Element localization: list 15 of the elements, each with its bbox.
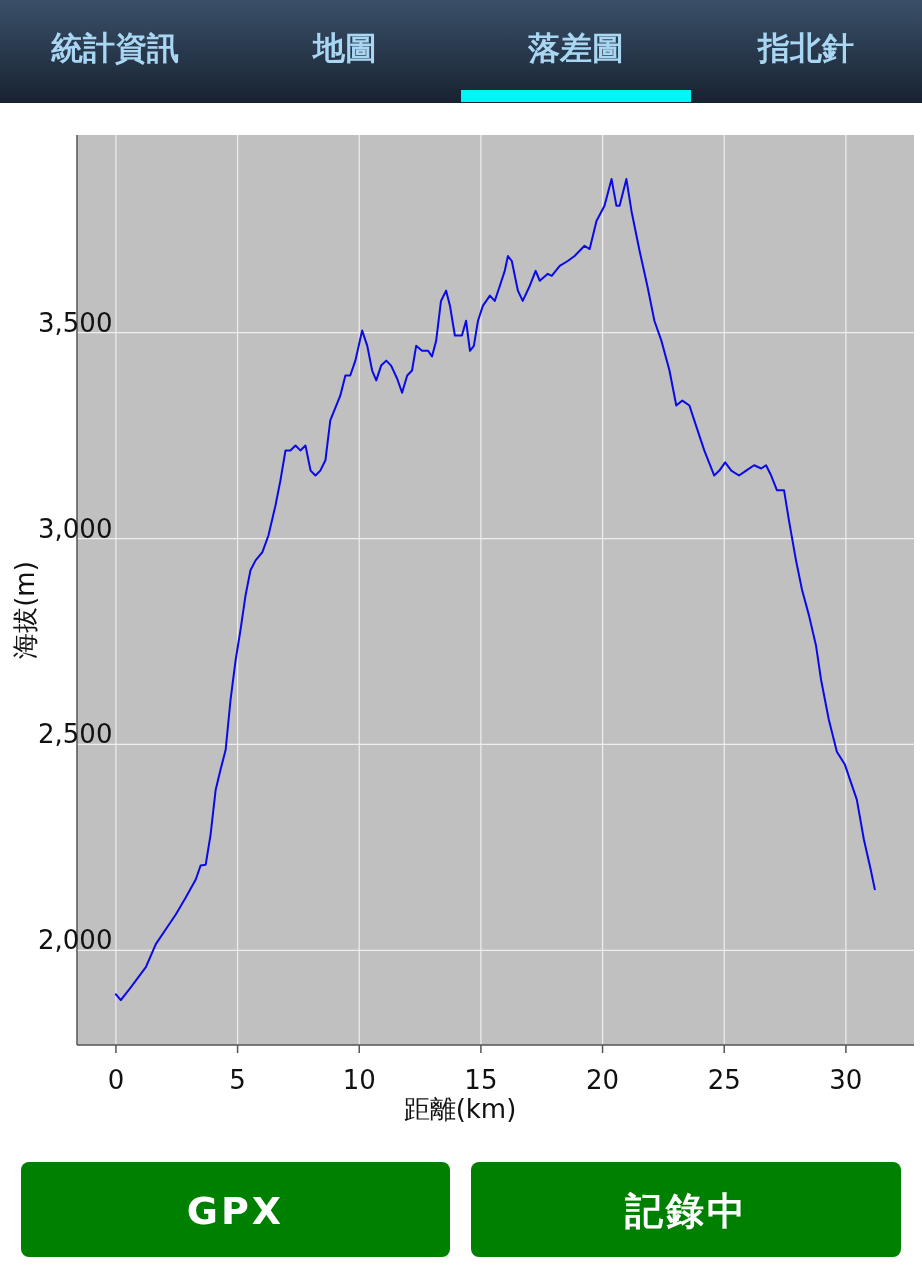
text: 記錄中 [623, 1189, 748, 1233]
x-tick-label: 15 [464, 1065, 498, 1095]
x-tick-label: 10 [342, 1065, 376, 1095]
text: 統計資訊 [50, 29, 179, 67]
x-tick-label: 5 [229, 1065, 246, 1095]
x-axis-title: 距離(km) [403, 1094, 517, 1124]
text: GPX [186, 1189, 285, 1233]
x-tick-label: 30 [829, 1065, 863, 1095]
x-tick-label: 20 [586, 1065, 620, 1095]
x-tick-label: 25 [707, 1065, 741, 1095]
text: 地圖 [311, 29, 377, 67]
text: 指北針 [756, 29, 854, 67]
x-tick-label: 0 [107, 1065, 125, 1095]
y-axis-title: 海拔(m) [10, 561, 40, 659]
text: 落差圖 [527, 29, 624, 67]
